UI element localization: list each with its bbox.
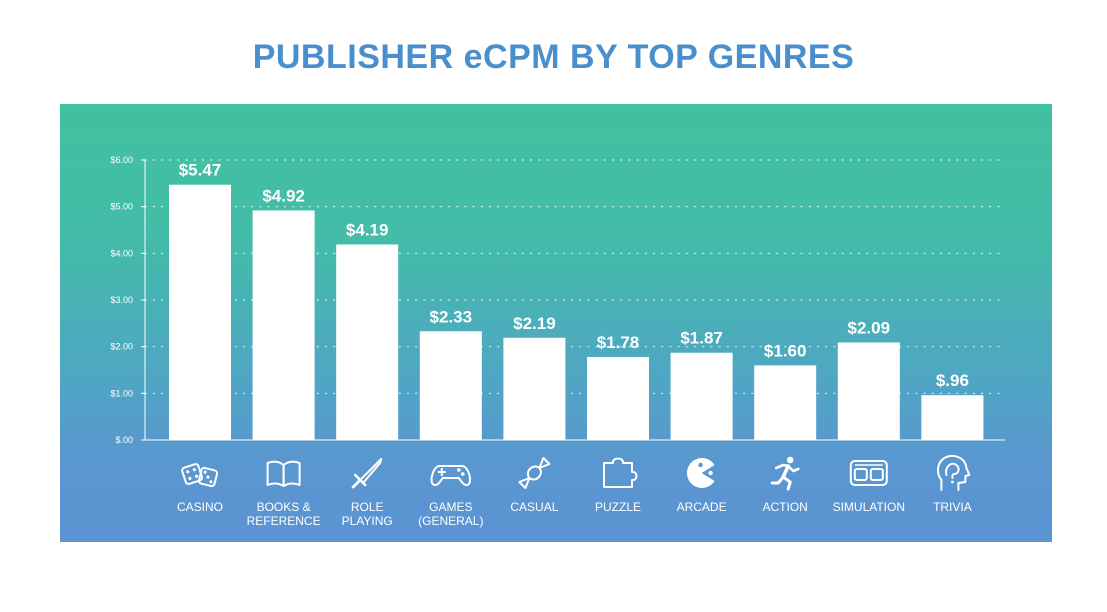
runner-torso (781, 464, 790, 479)
pacman-eye (698, 462, 703, 468)
category-label: (GENERAL) (418, 514, 483, 528)
bar (252, 210, 315, 440)
candy-wrap-right (538, 457, 551, 469)
chart-title: PUBLISHER eCPM BY TOP GENRES (252, 38, 855, 76)
puzzle-piece (603, 457, 638, 488)
runner-icon (770, 456, 800, 491)
die-pip (194, 474, 199, 478)
book-page-left (266, 460, 285, 487)
bar (336, 244, 399, 440)
bar-chart: $.00 $1.00 $2.00 $3.00 $4.00 $5.00 $6.00 $5.47… (110, 155, 1006, 528)
value-label: $4.92 (262, 186, 305, 205)
bar (587, 356, 649, 440)
value-label: $2.09 (848, 318, 891, 337)
category-label: ACTION (763, 500, 808, 514)
category-label: ROLE (351, 500, 384, 514)
die-pip (209, 480, 213, 484)
sword-blade (357, 458, 383, 485)
puzzle-icon (603, 457, 638, 488)
gamepad-body (430, 465, 471, 486)
chart-panel: $.00 $1.00 $2.00 $3.00 $4.00 $5.00 $6.00 $5.47… (60, 104, 1052, 542)
head-question-dot (951, 480, 954, 484)
y-tick-label: $4.00 (110, 248, 133, 258)
category-label: SIMULATION (833, 500, 905, 514)
bar (921, 395, 984, 440)
gamepad-icon (430, 465, 471, 486)
category-icons (181, 454, 971, 491)
headset-frame (849, 460, 888, 486)
sword-guard (353, 473, 367, 487)
runner-leg-back (770, 475, 785, 485)
die-pip (186, 470, 190, 474)
value-label: $4.19 (346, 220, 389, 239)
y-tick-label: $2.00 (110, 342, 133, 352)
value-label: $1.78 (597, 333, 640, 352)
die-right (197, 466, 219, 488)
y-tick-label: $1.00 (110, 388, 133, 398)
head-icon (937, 454, 971, 491)
category-label: REFERENCE (247, 514, 321, 528)
book-page-right (282, 460, 301, 487)
category-label: CASUAL (510, 500, 558, 514)
sword-hilt (351, 480, 360, 489)
value-label: $2.33 (430, 307, 473, 326)
head-question-mark (945, 462, 960, 479)
category-label: PLAYING (342, 514, 393, 528)
value-label: $1.87 (680, 329, 723, 348)
pacman-icon (686, 458, 715, 488)
candy-wrap-left (518, 477, 531, 489)
headset-lens-left (853, 468, 868, 481)
y-tick-label: $.00 (115, 435, 133, 445)
head-outline (937, 454, 971, 491)
value-labels: $5.47 $4.92 $4.19 $2.33 $2.19 $1.78 $1.87 $1.60… (179, 161, 969, 390)
button-a (457, 468, 461, 472)
bar (837, 342, 900, 440)
book-icon (266, 460, 301, 487)
category-label: CASINO (177, 500, 223, 514)
category-label: ARCADE (677, 500, 727, 514)
bar (670, 352, 733, 440)
value-label: $5.47 (179, 161, 222, 180)
runner-leg-front (781, 475, 792, 491)
bar (503, 337, 566, 440)
bar (754, 365, 817, 440)
value-label: $1.60 (764, 341, 807, 360)
die-face (197, 466, 219, 488)
sword-icon (351, 458, 383, 489)
candy-icon (518, 457, 551, 489)
runner-arms (774, 463, 800, 473)
y-tick-label: $5.00 (110, 202, 133, 212)
runner-head (786, 456, 794, 464)
bar (419, 331, 482, 440)
category-label: PUZZLE (595, 500, 641, 514)
category-label: GAMES (429, 500, 472, 514)
pacman-body (686, 458, 715, 488)
die-pip (203, 470, 207, 474)
button-b (461, 472, 465, 476)
value-label: $.96 (936, 371, 969, 390)
y-tick-label: $3.00 (110, 295, 133, 305)
bars (169, 184, 984, 440)
dice-icon (181, 463, 219, 488)
vr-headset-icon (849, 460, 888, 486)
bar (169, 184, 231, 440)
die-pip (192, 468, 196, 472)
pacman-pellet (708, 470, 713, 476)
category-label: TRIVIA (933, 500, 972, 514)
category-label: BOOKS & (257, 500, 311, 514)
die-pip (188, 476, 192, 481)
y-tick-label: $6.00 (110, 155, 133, 165)
value-label: $2.19 (513, 314, 556, 333)
die-pip (206, 475, 210, 479)
headset-lens-right (869, 468, 884, 481)
